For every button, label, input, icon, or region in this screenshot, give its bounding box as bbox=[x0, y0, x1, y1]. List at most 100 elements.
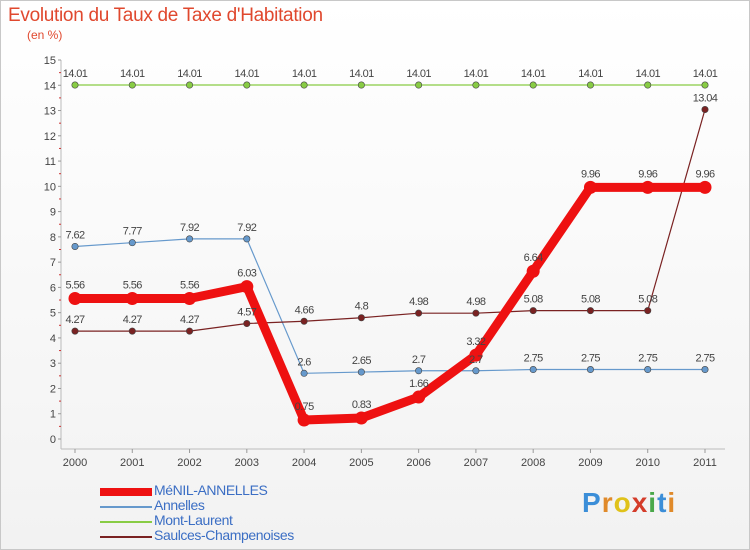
data-label: 2.7 bbox=[469, 354, 483, 366]
data-point bbox=[297, 413, 311, 427]
data-point bbox=[586, 366, 594, 374]
legend-item-saulces-champenoises: Saulces-Champenoises bbox=[100, 527, 420, 544]
data-point bbox=[240, 280, 254, 294]
x-tick-label: 2008 bbox=[521, 457, 545, 469]
data-label: 14.01 bbox=[120, 68, 145, 80]
series-line-annelles bbox=[74, 238, 706, 374]
data-point bbox=[469, 348, 483, 362]
data-point bbox=[529, 366, 537, 374]
data-label: 5.56 bbox=[180, 280, 199, 292]
data-point bbox=[71, 242, 79, 250]
x-tick-label: 2003 bbox=[235, 457, 259, 469]
logo-letter: x bbox=[631, 487, 649, 518]
logo-letter: o bbox=[613, 487, 632, 518]
x-tick-label: 2002 bbox=[177, 457, 201, 469]
logo-letter: r bbox=[601, 487, 614, 518]
data-label: 9.96 bbox=[695, 168, 714, 180]
x-tick-label: 2011 bbox=[693, 457, 717, 469]
data-label: 0.75 bbox=[295, 401, 314, 413]
data-point bbox=[128, 327, 136, 335]
data-point bbox=[354, 411, 368, 425]
x-tick-label: 2009 bbox=[578, 457, 602, 469]
x-tick-label: 2007 bbox=[464, 457, 488, 469]
data-point bbox=[183, 292, 197, 306]
y-tick-label: 6 bbox=[50, 282, 56, 294]
data-point bbox=[644, 307, 652, 315]
y-tick-label: 7 bbox=[50, 257, 56, 269]
series-line-m-nil-annelles bbox=[70, 182, 710, 425]
chart-subtitle: (en %) bbox=[27, 28, 63, 42]
data-label: 2.6 bbox=[297, 356, 311, 368]
data-label: 4.27 bbox=[123, 314, 142, 326]
data-label: 14.01 bbox=[63, 68, 88, 80]
data-point bbox=[300, 369, 308, 377]
y-tick-label: 1 bbox=[50, 409, 56, 421]
y-tick-label: 8 bbox=[50, 232, 56, 244]
data-label: 7.92 bbox=[237, 222, 256, 234]
data-point bbox=[583, 180, 597, 194]
legend-item-mont-laurent: Mont-Laurent bbox=[100, 512, 420, 529]
data-label: 2.65 bbox=[352, 355, 371, 367]
data-point bbox=[128, 81, 136, 89]
data-label: 2.75 bbox=[524, 353, 543, 365]
data-point bbox=[415, 367, 423, 375]
series-layer bbox=[68, 81, 712, 427]
legend-item-annelles: Annelles bbox=[100, 497, 420, 514]
data-label: 2.7 bbox=[412, 354, 426, 366]
data-point bbox=[641, 180, 655, 194]
data-point bbox=[68, 292, 82, 306]
data-label: 14.01 bbox=[349, 68, 374, 80]
data-point bbox=[701, 106, 709, 114]
logo-letter: P bbox=[582, 487, 602, 518]
data-label: 14.01 bbox=[406, 68, 431, 80]
data-point bbox=[71, 81, 79, 89]
x-tick-label: 2005 bbox=[349, 457, 373, 469]
data-label: 7.62 bbox=[65, 229, 84, 241]
data-label: 14.01 bbox=[292, 68, 317, 80]
data-point bbox=[71, 327, 79, 335]
data-point bbox=[357, 368, 365, 376]
data-point bbox=[357, 314, 365, 322]
data-label: 5.08 bbox=[524, 294, 543, 306]
data-point bbox=[698, 180, 712, 194]
data-label: 7.77 bbox=[123, 226, 142, 238]
data-label: 14.01 bbox=[578, 68, 603, 80]
data-label: 14.01 bbox=[693, 68, 718, 80]
data-point bbox=[412, 390, 426, 404]
y-tick-label: 11 bbox=[45, 156, 56, 168]
data-label: 14.01 bbox=[464, 68, 489, 80]
data-point bbox=[243, 81, 251, 89]
data-label: 1.66 bbox=[409, 378, 428, 390]
y-tick-label: 4 bbox=[50, 333, 56, 345]
y-tick-label: 15 bbox=[44, 55, 56, 67]
data-label: 4.8 bbox=[355, 301, 369, 313]
logo-letter: t bbox=[657, 487, 668, 518]
data-label: 6.03 bbox=[237, 268, 256, 280]
x-tick-label: 2006 bbox=[406, 457, 430, 469]
data-label: 2.75 bbox=[638, 353, 657, 365]
data-label: 14.01 bbox=[635, 68, 660, 80]
data-label: 2.75 bbox=[695, 353, 714, 365]
data-point bbox=[472, 309, 480, 317]
legend-swatch-annelles bbox=[100, 506, 152, 508]
proxiti-logo: Proxiti bbox=[582, 487, 676, 519]
data-point bbox=[415, 309, 423, 317]
data-point bbox=[701, 366, 709, 374]
data-label: 3.32 bbox=[466, 336, 485, 348]
data-labels: 14.01 14.01 14.01 14.01 14.01 14.01 14.01 14.01… bbox=[63, 68, 719, 413]
data-label: 6.64 bbox=[524, 252, 543, 264]
data-point bbox=[644, 366, 652, 374]
data-label: 14.01 bbox=[521, 68, 546, 80]
data-label: 4.98 bbox=[409, 296, 428, 308]
data-label: 4.98 bbox=[466, 296, 485, 308]
x-tick-label: 2000 bbox=[63, 457, 87, 469]
data-label: 5.56 bbox=[65, 280, 84, 292]
data-point bbox=[529, 81, 537, 89]
legend-label: Annelles bbox=[154, 497, 205, 513]
data-point bbox=[128, 239, 136, 247]
data-label: 13.04 bbox=[693, 93, 718, 105]
chart-title: Evolution du Taux de Taxe d'Habitation bbox=[8, 5, 323, 26]
y-tick-label: 3 bbox=[50, 358, 56, 370]
data-label: 14.01 bbox=[235, 68, 260, 80]
data-point bbox=[586, 307, 594, 315]
